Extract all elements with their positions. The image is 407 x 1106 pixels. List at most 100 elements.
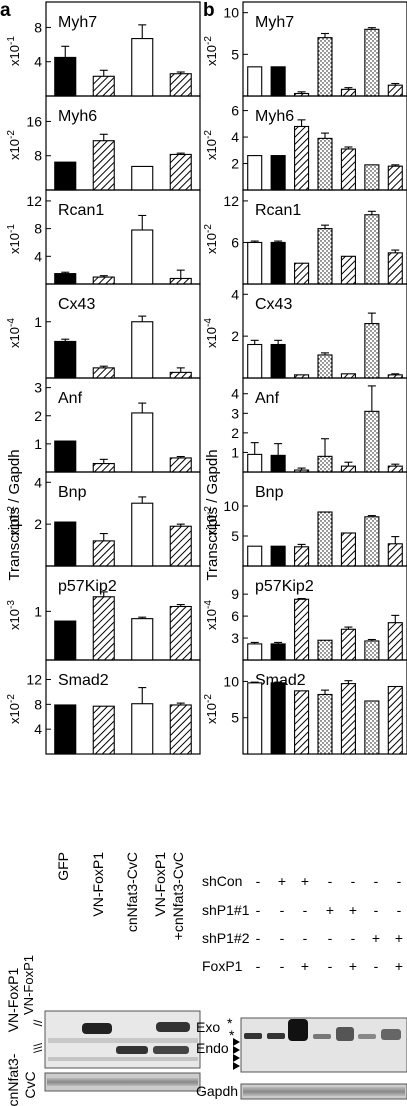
bar: [340, 148, 356, 191]
y-tick-label: 8: [34, 221, 42, 237]
panel-b-y-axis-title: Transcripts / Gapdh: [204, 449, 221, 580]
blot-b-label-gapdh: Gapdh: [196, 1083, 238, 1099]
blot-b-label-endo: Endo: [196, 1040, 229, 1056]
bar: [270, 643, 286, 661]
y-tick-label: 5: [231, 528, 239, 544]
condition-mark: -: [280, 902, 285, 918]
condition-mark: -: [303, 930, 308, 946]
multiplier-exponent: -3: [6, 600, 17, 609]
blot-b-band: [313, 1034, 331, 1039]
blot-a-label-vn-foxp1-small: VN-FoxP1: [21, 955, 36, 1015]
condition-mark: -: [351, 873, 356, 889]
bar: [340, 532, 356, 567]
condition-mark: +: [395, 958, 403, 974]
bar: [92, 276, 115, 285]
y-tick-label: 9: [231, 586, 239, 602]
bar: [247, 241, 263, 285]
y-multiplier: x10-2: [203, 36, 219, 66]
bar: [364, 164, 380, 191]
panel-a-y-axis-title: Transcripts / Gapdh: [6, 449, 23, 580]
bar: [54, 273, 77, 285]
y-tick-label: 1: [34, 436, 42, 452]
bar: [387, 685, 403, 755]
bar: [169, 153, 192, 191]
y-tick-label: 2: [231, 425, 239, 441]
condition-mark: +: [326, 902, 334, 918]
bar: [364, 410, 380, 473]
chart-title: Bnp: [255, 484, 284, 501]
y-tick-label: 1: [231, 444, 239, 460]
multiplier-exponent: -4: [203, 600, 214, 609]
blot-b-band: [244, 1033, 262, 1039]
y-multiplier: x10-2: [6, 694, 22, 724]
y-tick-label: 5: [231, 46, 239, 62]
bar: [247, 66, 263, 97]
y-tick-label: 3: [34, 380, 42, 396]
chart-title: Myh7: [255, 14, 294, 31]
bar: [294, 262, 310, 285]
multiplier-base: x10: [204, 45, 219, 66]
bar: [131, 321, 154, 379]
panel-a-western-blot: VN-FoxP1 cnNfat3- CvC VN-FoxP1 // \\\: [5, 955, 201, 1106]
y-multiplier: x10-4: [203, 318, 219, 348]
bar: [364, 640, 380, 661]
bar: [92, 463, 115, 473]
chart-title: Myh6: [255, 108, 294, 125]
y-multiplier: x10-2: [203, 130, 219, 160]
bar: [340, 628, 356, 661]
blot-a-label-vn-foxp1: VN-FoxP1: [5, 968, 21, 1033]
multiplier-exponent: -2: [203, 130, 214, 139]
category-label-vn-foxp1: VN-FoxP1: [90, 852, 106, 917]
chart-a-cx43: Cx43 1 x10-4: [6, 283, 201, 379]
bar: [387, 622, 403, 661]
bar: [387, 252, 403, 285]
y-tick-label: 12: [223, 193, 239, 209]
condition-mark: +: [349, 902, 357, 918]
chart-title: p57Kip2: [255, 578, 314, 595]
chart-b-myh6: Myh6 2 4 6 x10-2: [203, 95, 407, 191]
y-multiplier: x10-1: [6, 36, 22, 66]
condition-mark: -: [374, 873, 379, 889]
condition-row-label: FoxP1: [202, 958, 243, 974]
bar: [317, 511, 333, 567]
blot-a-label-cvc: CvC: [22, 1071, 38, 1098]
bar: [247, 682, 263, 755]
multiplier-base: x10: [7, 233, 22, 254]
bar: [247, 343, 263, 379]
condition-mark: +: [372, 930, 380, 946]
bar: [317, 228, 333, 285]
multiplier-base: x10: [204, 139, 219, 160]
bar: [317, 455, 333, 473]
bar: [294, 125, 310, 191]
bar: [54, 620, 77, 661]
y-tick-label: 3: [231, 630, 239, 646]
panel-a-letter: a: [0, 0, 11, 21]
category-label-vn-foxp1-combo: VN-FoxP1: [152, 852, 168, 917]
bar: [169, 605, 192, 661]
y-tick-label: 1: [34, 314, 42, 330]
y-tick-label: 4: [34, 248, 42, 264]
bar: [92, 705, 115, 755]
y-tick-label: 4: [34, 474, 42, 490]
multiplier-base: x10: [7, 703, 22, 724]
condition-mark: +: [278, 873, 286, 889]
bar: [169, 704, 192, 755]
plot-frame: [45, 659, 201, 755]
condition-mark: +: [301, 958, 309, 974]
chart-title: Myh6: [58, 108, 97, 125]
y-tick-label: 6: [231, 103, 239, 119]
bar: [270, 155, 286, 191]
multiplier-base: x10: [204, 515, 219, 536]
condition-mark: -: [374, 958, 379, 974]
chart-a-anf: Anf 1 2 3: [34, 377, 201, 473]
condition-mark: -: [374, 902, 379, 918]
bar: [131, 618, 154, 661]
blot-a-band: [48, 1057, 198, 1061]
bar: [54, 521, 77, 567]
multiplier-exponent: -1: [6, 36, 17, 45]
chart-title: Rcan1: [58, 202, 104, 219]
chart-title: Bnp: [58, 484, 87, 501]
bar: [270, 545, 286, 567]
